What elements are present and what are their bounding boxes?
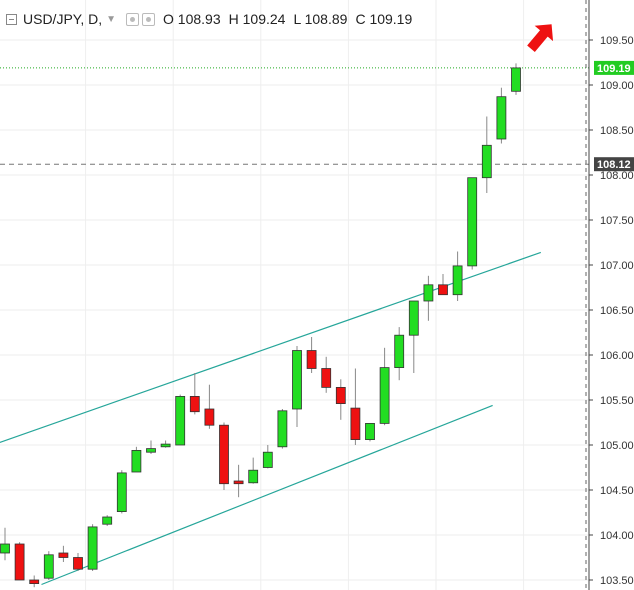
candle-body[interactable] <box>204 408 215 426</box>
candle-body[interactable] <box>379 367 390 424</box>
legend-icons <box>126 12 156 26</box>
candle-body[interactable] <box>511 67 521 92</box>
candle-body[interactable] <box>408 300 419 336</box>
candle-body[interactable] <box>277 410 288 448</box>
price-axis-label: 109.50 <box>600 35 634 47</box>
candle-body[interactable] <box>116 472 127 512</box>
candle-body[interactable] <box>175 395 186 446</box>
candle-body[interactable] <box>365 422 375 440</box>
candle-body[interactable] <box>394 334 405 369</box>
horizontal-level-tag-bg <box>594 157 634 172</box>
low-value: L 108.89 <box>293 11 348 27</box>
price-axis-label: 108.00 <box>600 170 634 182</box>
candle-body[interactable] <box>43 554 54 579</box>
candle-body[interactable] <box>438 284 448 296</box>
candle-body[interactable] <box>58 552 69 558</box>
candle-body[interactable] <box>321 368 332 388</box>
candle-body[interactable] <box>423 284 434 302</box>
candle-body[interactable] <box>350 407 361 441</box>
candle-body[interactable] <box>335 386 346 404</box>
close-value: C 109.19 <box>355 11 413 27</box>
channel-line-upper[interactable] <box>0 251 542 444</box>
candle-body[interactable] <box>0 543 10 554</box>
price-axis-label: 104.50 <box>600 485 634 497</box>
candle-body[interactable] <box>131 449 142 473</box>
candle-body[interactable] <box>496 96 507 140</box>
candle-body[interactable] <box>29 579 40 584</box>
chevron-down-icon[interactable]: ▼ <box>106 13 117 25</box>
price-axis-label: 109.00 <box>600 80 634 92</box>
chart-legend: USD/JPY, D, ▼ O 108.93 H 109.24 L 108.89… <box>6 9 420 29</box>
price-axis-label: 108.50 <box>600 125 634 137</box>
price-axis-label: 105.50 <box>600 395 634 407</box>
price-axis-label: 106.00 <box>600 350 634 362</box>
symbol-label: USD/JPY, D, <box>23 11 103 27</box>
candle-body[interactable] <box>160 443 171 448</box>
gear-icon[interactable] <box>142 12 156 26</box>
candle-body[interactable] <box>248 469 259 484</box>
price-axis-label: 103.50 <box>600 575 634 587</box>
candle-body[interactable] <box>292 350 302 410</box>
candle-body[interactable] <box>233 480 244 485</box>
price-axis-label: 106.50 <box>600 305 634 317</box>
horizontal-level-tag: 108.12 <box>597 159 631 171</box>
high-value: H 109.24 <box>228 11 286 27</box>
candle-body[interactable] <box>87 526 98 570</box>
collapse-icon[interactable] <box>6 13 17 25</box>
candle-body[interactable] <box>146 448 156 453</box>
candle-body[interactable] <box>102 516 113 525</box>
price-axis-label: 107.00 <box>600 260 634 272</box>
candle-body[interactable] <box>189 395 200 413</box>
candle-body[interactable] <box>306 350 317 369</box>
eye-icon[interactable] <box>126 12 140 26</box>
last-price-tag: 109.19 <box>597 63 631 75</box>
candle-body[interactable] <box>262 451 273 468</box>
candle-body[interactable] <box>481 144 492 179</box>
last-price-tag-bg <box>594 60 634 75</box>
candle-body[interactable] <box>14 543 25 581</box>
candle-body[interactable] <box>73 557 83 570</box>
price-axis-label: 105.00 <box>600 440 634 452</box>
open-value: O 108.93 <box>163 11 221 27</box>
price-axis-label: 104.00 <box>600 530 634 542</box>
trend-arrow-icon[interactable] <box>522 16 561 56</box>
candle-body[interactable] <box>219 424 229 485</box>
channel-line-lower[interactable] <box>41 404 493 586</box>
candle-body[interactable] <box>467 177 478 267</box>
candle-body[interactable] <box>452 265 463 296</box>
price-axis-label: 107.50 <box>600 215 634 227</box>
